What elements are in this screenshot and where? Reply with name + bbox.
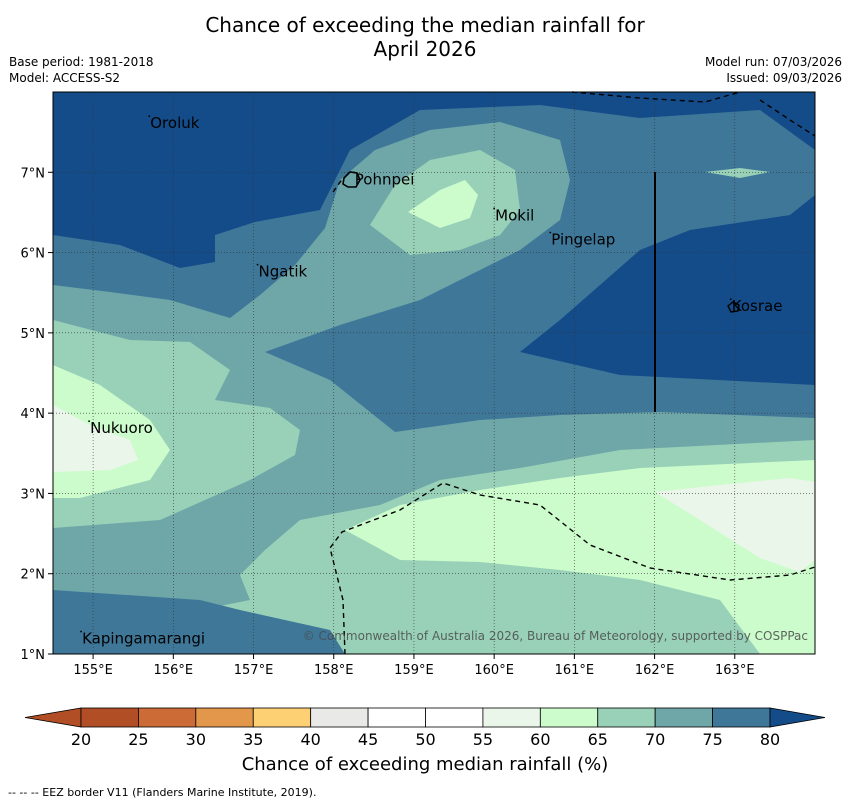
- model-name: Model: ACCESS-S2: [9, 71, 121, 85]
- colorbar-extend-low: [24, 707, 82, 728]
- eez-border-pohnpei: [332, 177, 344, 193]
- contour-55-60-west: [53, 405, 138, 472]
- eez-border: [329, 91, 816, 655]
- graticule: [53, 92, 815, 654]
- pohnpei-island: [342, 171, 361, 188]
- x-tick-label: 162°E: [635, 663, 675, 678]
- base-period: Base period: 1981-2018: [9, 55, 154, 69]
- title-line-2: April 2026: [373, 37, 477, 61]
- map-frame: [52, 91, 816, 655]
- footer-note: -- -- -- EEZ border V11 (Flanders Marine…: [8, 786, 317, 799]
- place-marker: [493, 207, 496, 210]
- colorbar-label: 50: [415, 730, 435, 749]
- place-label: Mokil: [495, 206, 534, 224]
- place-label: Kosrae: [732, 297, 783, 315]
- place-label: Pohnpei: [355, 170, 415, 188]
- place-label: Ngatik: [259, 263, 308, 281]
- x-tick-label: 160°E: [474, 663, 514, 678]
- map-title: Chance of exceeding the median rainfall …: [0, 13, 850, 61]
- place-labels: Oroluk Pohnpei Mokil Pingelap Ngatik Kosrae Nu…: [80, 114, 783, 648]
- colorbar-swatch: [539, 707, 599, 728]
- colorbar-label: 60: [530, 730, 550, 749]
- meta-right: Model run: 07/03/2026 Issued: 09/03/2026: [705, 54, 842, 86]
- place-marker: [352, 171, 355, 174]
- title-line-1: Chance of exceeding the median rainfall …: [205, 13, 645, 37]
- place-marker: [256, 263, 259, 266]
- colorbar-label: 80: [760, 730, 780, 749]
- eez-border-north: [571, 91, 816, 137]
- colorbar-swatch: [195, 707, 254, 728]
- y-tick-label: 4°N: [21, 407, 46, 422]
- colorbar-swatch: [482, 707, 541, 728]
- place-marker: [549, 231, 552, 234]
- colorbar-extend-high: [769, 707, 826, 728]
- place-label: Nukuoro: [90, 419, 153, 437]
- colorbar-swatch: [367, 707, 426, 728]
- colorbar-label: 35: [243, 730, 263, 749]
- kosrae-island: [727, 301, 740, 313]
- place-marker: [729, 298, 732, 301]
- y-axis: 1°N 2°N 3°N 4°N 5°N 6°N 7°N: [21, 166, 53, 663]
- y-tick-label: 3°N: [21, 487, 46, 502]
- x-axis: 155°E 156°E 157°E 158°E 159°E 160°E 161°E 162°E…: [73, 654, 755, 678]
- colorbar-swatch: [425, 707, 484, 728]
- colorbar-swatch: [252, 707, 312, 728]
- place-marker: [148, 115, 151, 118]
- x-tick-label: 157°E: [234, 663, 274, 678]
- place-marker: [80, 630, 82, 633]
- colorbar-swatch: [138, 707, 197, 728]
- colorbar-label: 65: [588, 730, 608, 749]
- x-tick-label: 163°E: [715, 663, 755, 678]
- place-marker: [88, 420, 90, 423]
- colorbar-label: 20: [71, 730, 91, 749]
- y-tick-label: 6°N: [21, 247, 46, 262]
- colorbar-label: 30: [186, 730, 206, 749]
- place-label: Oroluk: [150, 114, 199, 132]
- y-tick-label: 7°N: [21, 166, 46, 181]
- colorbar-swatch: [310, 707, 369, 728]
- colorbar-label: 40: [300, 730, 320, 749]
- colorbar-swatch: [80, 707, 139, 728]
- contour-60-65-small: [705, 168, 770, 178]
- eez-border-south: [329, 482, 816, 655]
- colorbar-title: Chance of exceeding median rainfall (%): [241, 754, 609, 775]
- model-run: Model run: 07/03/2026: [704, 55, 842, 69]
- x-tick-label: 159°E: [394, 663, 434, 678]
- colorbar-swatch: [712, 707, 771, 728]
- x-tick-label: 161°E: [555, 663, 595, 678]
- x-tick-label: 155°E: [73, 663, 113, 678]
- y-tick-label: 2°N: [21, 568, 46, 583]
- x-tick-label: 158°E: [314, 663, 354, 678]
- issued-date: Issued: 09/03/2026: [726, 71, 842, 85]
- x-tick-label: 156°E: [154, 663, 194, 678]
- contour-layer: [53, 92, 815, 654]
- colorbar-swatch: [597, 707, 656, 728]
- y-tick-label: 5°N: [21, 327, 46, 342]
- colorbar-label: 55: [473, 730, 493, 749]
- copyright-note: © Commonwealth of Australia 2026, Bureau…: [303, 629, 808, 643]
- place-label: Kapingamarangi: [82, 630, 205, 648]
- contour-75-80-south: [53, 590, 345, 654]
- colorbar-label: 45: [358, 730, 378, 749]
- colorbar-label: 25: [128, 730, 148, 749]
- colorbar-label: 75: [702, 730, 722, 749]
- colorbar: 20 25 30 35 40 45 50 55 60 65 70 75 80: [24, 707, 826, 749]
- colorbar-label: 70: [645, 730, 665, 749]
- contour-60-65-north: [408, 180, 478, 228]
- meta-left: Base period: 1981-2018 Model: ACCESS-S2: [9, 54, 154, 86]
- place-label: Pingelap: [551, 231, 615, 249]
- y-tick-label: 1°N: [21, 648, 46, 663]
- colorbar-swatch: [654, 707, 713, 728]
